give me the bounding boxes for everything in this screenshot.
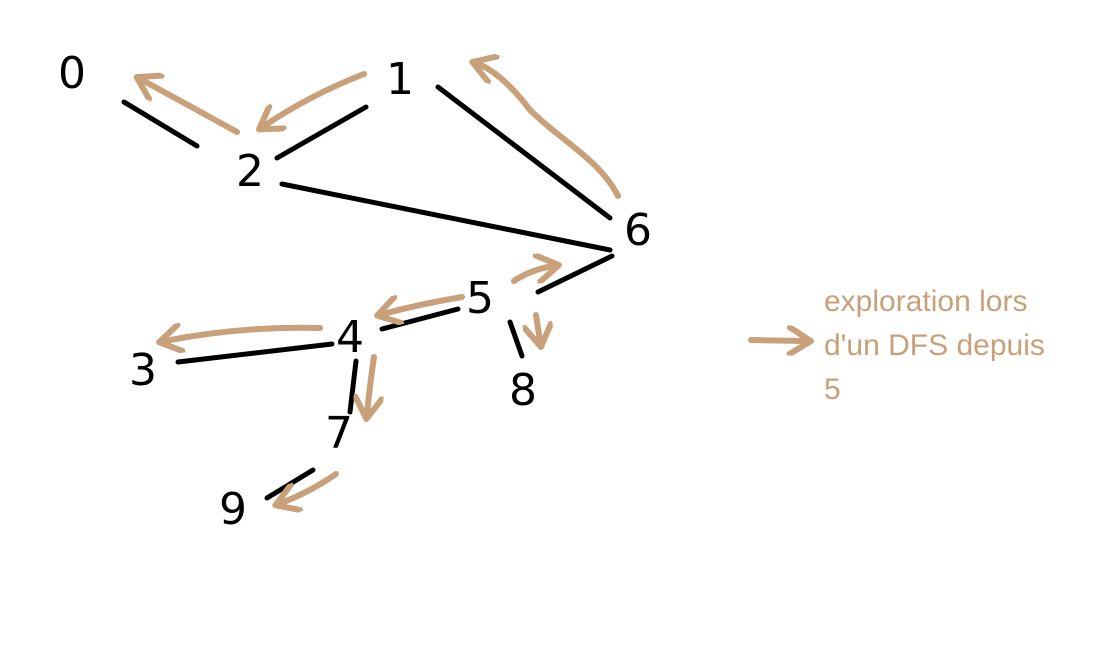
edge-1-2 — [274, 104, 369, 161]
node-2: 2 — [236, 146, 264, 197]
legend-line-1: exploration lors — [824, 285, 1028, 318]
node-5: 5 — [466, 273, 494, 324]
node-0: 0 — [58, 48, 86, 99]
legend-line-3: 5 — [824, 373, 841, 406]
dfs-arrow-4-3 — [165, 328, 323, 341]
dfs-arrow-2-0 — [142, 80, 240, 135]
legend-arrow — [748, 340, 805, 341]
node-1: 1 — [386, 54, 414, 105]
legend-line-2: d'un DFS depuis — [824, 329, 1045, 362]
edge-1-6 — [435, 84, 613, 221]
dfs-arrow-5-6 — [511, 266, 553, 284]
dfs-arrow-7-9 — [281, 471, 339, 503]
edge-0-2 — [121, 99, 200, 149]
dfs-arrow-1-2 — [264, 71, 367, 126]
dfs-arrow-5-8 — [536, 312, 540, 341]
node-8: 8 — [509, 365, 537, 416]
node-9: 9 — [219, 484, 247, 535]
dfs-arrow-4-7 — [367, 354, 374, 413]
edge-3-4 — [175, 341, 335, 365]
node-7: 7 — [325, 408, 353, 459]
edge-2-6 — [279, 181, 613, 253]
node-3: 3 — [129, 345, 157, 396]
node-6: 6 — [624, 205, 652, 256]
node-4: 4 — [336, 312, 364, 363]
graph-nodes: 0 1 2 3 4 5 6 7 8 9 — [58, 48, 652, 535]
edge-4-7 — [347, 358, 359, 415]
legend: exploration lors d'un DFS depuis 5 — [824, 280, 1084, 412]
dfs-arrows — [142, 64, 621, 503]
dfs-arrow-6-1 — [478, 64, 621, 199]
dfs-arrow-5-4 — [383, 294, 465, 314]
edge-5-6 — [535, 253, 615, 295]
edge-5-8 — [507, 319, 525, 359]
graph-edges — [121, 84, 615, 501]
